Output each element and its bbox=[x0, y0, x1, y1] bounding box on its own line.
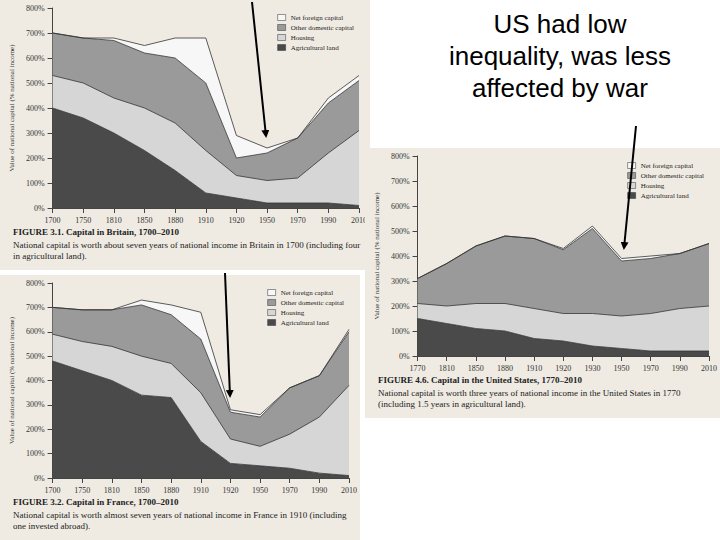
svg-text:600%: 600% bbox=[391, 202, 410, 211]
svg-text:1910: 1910 bbox=[526, 364, 542, 373]
svg-text:Net foreign capital: Net foreign capital bbox=[281, 289, 334, 297]
svg-text:Net foreign capital: Net foreign capital bbox=[641, 162, 694, 170]
svg-text:1950: 1950 bbox=[252, 486, 268, 495]
svg-text:Agricultural land: Agricultural land bbox=[641, 192, 690, 200]
svg-text:1700: 1700 bbox=[45, 216, 61, 225]
svg-text:400%: 400% bbox=[26, 104, 45, 113]
svg-text:1990: 1990 bbox=[672, 364, 688, 373]
svg-text:1810: 1810 bbox=[104, 486, 120, 495]
svg-text:in agricultural land).: in agricultural land). bbox=[13, 251, 87, 261]
svg-text:National capital is worth almo: National capital is worth almost seven y… bbox=[13, 510, 349, 520]
svg-text:2010: 2010 bbox=[701, 364, 717, 373]
svg-text:1700: 1700 bbox=[45, 486, 61, 495]
svg-text:500%: 500% bbox=[391, 227, 410, 236]
svg-text:100%: 100% bbox=[26, 449, 45, 458]
svg-text:1910: 1910 bbox=[193, 486, 209, 495]
svg-text:1920: 1920 bbox=[228, 216, 244, 225]
svg-text:800%: 800% bbox=[26, 4, 45, 13]
svg-text:700%: 700% bbox=[26, 303, 45, 312]
svg-text:400%: 400% bbox=[26, 376, 45, 385]
svg-text:Net foreign capital: Net foreign capital bbox=[291, 14, 344, 22]
svg-text:800%: 800% bbox=[391, 152, 410, 161]
svg-text:Value of national capital (% n: Value of national capital (% national in… bbox=[8, 44, 16, 172]
svg-text:1750: 1750 bbox=[75, 216, 91, 225]
svg-text:1810: 1810 bbox=[106, 216, 122, 225]
svg-text:1920: 1920 bbox=[555, 364, 571, 373]
svg-text:700%: 700% bbox=[26, 29, 45, 38]
svg-text:(including 1.5 years in agricu: (including 1.5 years in agricultural lan… bbox=[378, 399, 526, 409]
svg-text:one invested abroad).: one invested abroad). bbox=[13, 521, 90, 531]
svg-text:1950: 1950 bbox=[259, 216, 275, 225]
svg-text:1770: 1770 bbox=[410, 364, 426, 373]
svg-text:Other domestic capital: Other domestic capital bbox=[641, 172, 704, 180]
svg-text:200%: 200% bbox=[391, 302, 410, 311]
html-text:US had low inequality, was les: US had low inequality, was less affected… bbox=[449, 9, 671, 103]
svg-text:Housing: Housing bbox=[291, 34, 315, 42]
svg-text:National capital is worth thre: National capital is worth three years of… bbox=[378, 388, 683, 398]
svg-text:200%: 200% bbox=[26, 425, 45, 434]
svg-text:1880: 1880 bbox=[497, 364, 513, 373]
svg-text:300%: 300% bbox=[26, 400, 45, 409]
svg-text:Other domestic capital: Other domestic capital bbox=[281, 299, 344, 307]
svg-text:Agricultural land: Agricultural land bbox=[281, 319, 330, 327]
svg-text:FIGURE 3.2. Capital in France,: FIGURE 3.2. Capital in France, 1700–2010 bbox=[13, 497, 179, 507]
svg-text:1950: 1950 bbox=[614, 364, 630, 373]
svg-text:1920: 1920 bbox=[222, 486, 238, 495]
svg-text:1850: 1850 bbox=[133, 486, 149, 495]
svg-text:Agricultural land: Agricultural land bbox=[291, 44, 340, 52]
svg-text:100%: 100% bbox=[26, 179, 45, 188]
svg-text:200%: 200% bbox=[26, 154, 45, 163]
svg-text:1930: 1930 bbox=[584, 364, 600, 373]
svg-text:0%: 0% bbox=[34, 474, 45, 483]
svg-text:1850: 1850 bbox=[468, 364, 484, 373]
svg-text:500%: 500% bbox=[26, 352, 45, 361]
svg-text:1880: 1880 bbox=[167, 216, 183, 225]
svg-text:1810: 1810 bbox=[439, 364, 455, 373]
svg-text:Housing: Housing bbox=[281, 309, 305, 317]
svg-text:1970: 1970 bbox=[282, 486, 298, 495]
svg-text:2010: 2010 bbox=[341, 486, 357, 495]
svg-text:Other domestic capital: Other domestic capital bbox=[291, 24, 354, 32]
svg-text:Value of national capital (% n: Value of national capital (% national in… bbox=[8, 316, 16, 444]
svg-text:0%: 0% bbox=[34, 204, 45, 213]
svg-text:1990: 1990 bbox=[311, 486, 327, 495]
svg-text:800%: 800% bbox=[26, 279, 45, 288]
svg-text:700%: 700% bbox=[391, 177, 410, 186]
svg-text:Housing: Housing bbox=[641, 182, 665, 190]
svg-text:2010: 2010 bbox=[351, 216, 367, 225]
svg-text:1910: 1910 bbox=[198, 216, 214, 225]
svg-text:1990: 1990 bbox=[320, 216, 336, 225]
svg-text:FIGURE 4.6. Capital in the Uni: FIGURE 4.6. Capital in the United States… bbox=[378, 375, 583, 385]
svg-text:1970: 1970 bbox=[290, 216, 306, 225]
svg-text:500%: 500% bbox=[26, 79, 45, 88]
svg-text:600%: 600% bbox=[26, 327, 45, 336]
svg-text:National capital is worth abou: National capital is worth about seven ye… bbox=[13, 240, 362, 250]
svg-text:100%: 100% bbox=[391, 327, 410, 336]
svg-text:400%: 400% bbox=[391, 252, 410, 261]
svg-text:1750: 1750 bbox=[74, 486, 90, 495]
svg-text:600%: 600% bbox=[26, 54, 45, 63]
svg-text:0%: 0% bbox=[399, 352, 410, 361]
svg-text:300%: 300% bbox=[391, 277, 410, 286]
svg-text:300%: 300% bbox=[26, 129, 45, 138]
svg-text:1850: 1850 bbox=[136, 216, 152, 225]
svg-text:1970: 1970 bbox=[643, 364, 659, 373]
svg-text:1880: 1880 bbox=[163, 486, 179, 495]
svg-text:Value of national capital (% n: Value of national capital (% national in… bbox=[373, 192, 381, 320]
svg-text:FIGURE 3.1. Capital in Britain: FIGURE 3.1. Capital in Britain, 1700–201… bbox=[13, 227, 180, 237]
